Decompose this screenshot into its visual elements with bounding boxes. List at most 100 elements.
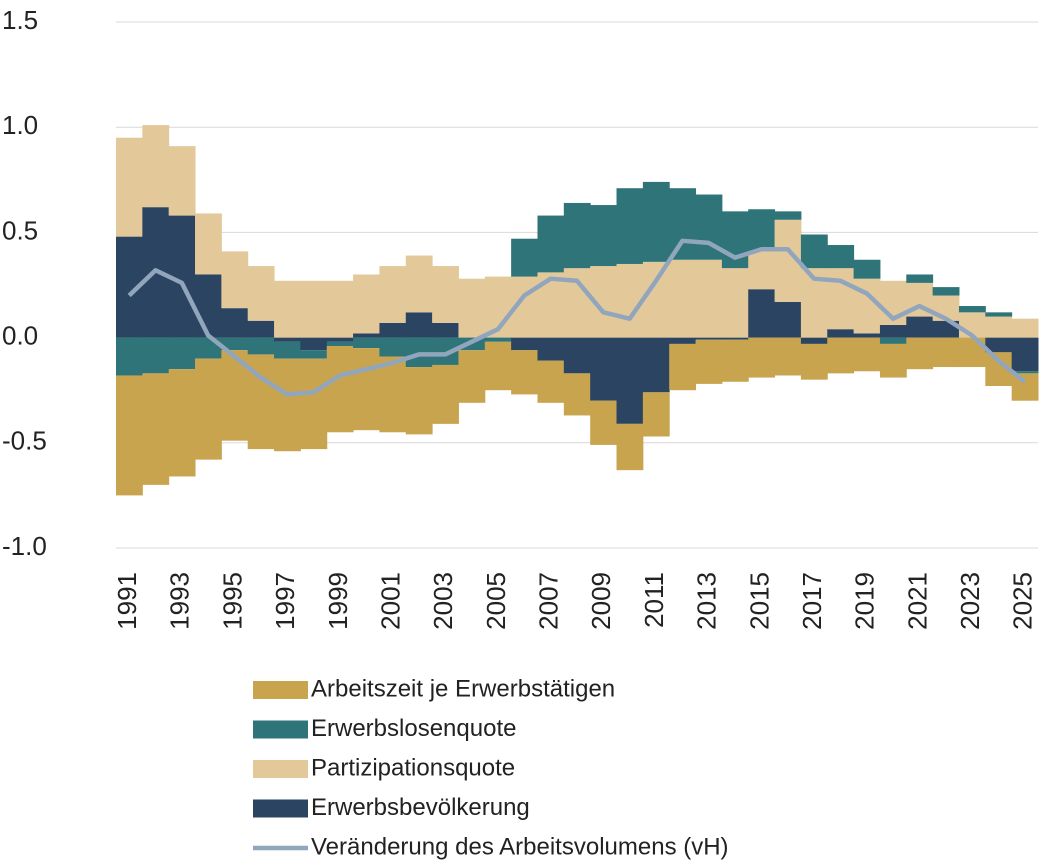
x-tick-label: 2005	[481, 572, 511, 630]
legend-label: Veränderung des Arbeitsvolumens (vH)	[311, 833, 729, 860]
bar-segment	[511, 238, 538, 277]
bar-segment	[932, 337, 960, 368]
bar-segment	[906, 274, 934, 283]
x-tick-label: 2003	[428, 572, 458, 630]
y-tick-label: 1.0	[2, 110, 38, 140]
y-tick-label: 0.0	[2, 320, 38, 350]
legend-label: Erwerbsbevölkerung	[311, 794, 530, 821]
bar-segment	[563, 373, 591, 416]
x-tick-label: 1993	[165, 572, 195, 630]
x-tick-label: 2023	[955, 572, 985, 630]
bar-segment	[853, 333, 881, 338]
bar-segment	[432, 322, 459, 338]
line	[127, 238, 1027, 397]
bar-segment	[326, 280, 354, 338]
bar-segment	[116, 137, 143, 237]
bar-segment	[1011, 337, 1039, 372]
legend-swatch	[253, 720, 308, 739]
bar-segment	[932, 287, 960, 296]
bar-segment	[827, 245, 855, 269]
bar-segment	[300, 358, 328, 450]
bar-segment	[669, 337, 697, 344]
bar-segment	[247, 266, 275, 321]
bar-segment	[221, 337, 249, 351]
bar-segment	[142, 373, 170, 485]
x-tick-label: 1995	[217, 572, 247, 630]
bar-segment	[695, 259, 723, 338]
bar-segment	[906, 316, 934, 338]
bar-segment	[669, 188, 697, 260]
bar-segment	[379, 266, 407, 323]
bar-segment	[484, 337, 512, 342]
bar-segment	[748, 251, 776, 290]
legend-label: Erwerbslosenquote	[311, 715, 516, 742]
bar-segment	[274, 341, 301, 359]
bar-segment	[1011, 371, 1039, 374]
bar-segment	[695, 339, 723, 384]
bar-segment	[353, 274, 380, 334]
bar-segment	[800, 343, 828, 380]
bar-segment	[774, 337, 802, 376]
bar-segment	[774, 301, 802, 338]
bar-segment	[511, 337, 538, 351]
bar-segment	[326, 346, 354, 433]
bar-segment	[379, 337, 407, 357]
bar-segment	[379, 356, 407, 433]
bar-segment	[458, 350, 486, 403]
bar-segment	[879, 337, 907, 344]
bar-segment	[274, 280, 301, 338]
bar-segment	[274, 358, 301, 452]
bar-segment	[590, 205, 618, 267]
x-tick-label: 1999	[323, 572, 353, 630]
bar-segment	[616, 263, 644, 338]
bar-segment	[537, 337, 565, 361]
legend-label: Arbeitszeit je Erwerbstätigen	[311, 675, 615, 702]
y-tick-label: 1.5	[2, 5, 38, 35]
bar-segment	[642, 261, 670, 338]
bar-segment	[642, 392, 670, 437]
bar-segment	[879, 324, 907, 338]
bar-segment	[985, 316, 1013, 338]
x-tick-label: 1997	[270, 572, 300, 630]
bar-segment	[195, 213, 222, 275]
bar-segment	[1011, 373, 1039, 401]
bar-segment	[879, 343, 907, 378]
bar-segment	[142, 125, 170, 208]
x-tick-label: 2009	[586, 572, 616, 630]
bar-segment	[985, 337, 1013, 353]
bar-segment	[326, 337, 354, 342]
bar-segment	[958, 306, 986, 313]
legend-swatch	[253, 760, 308, 778]
bar-segment	[274, 337, 301, 342]
x-tick-label: 2017	[797, 572, 827, 630]
bar-segment	[669, 343, 697, 391]
x-tick-label: 2007	[534, 572, 564, 630]
bar-segment	[247, 320, 275, 338]
bar-segment	[116, 375, 143, 496]
bar-segment	[827, 329, 855, 338]
bar-segment	[642, 181, 670, 262]
bar-segment	[247, 337, 275, 355]
bar-segment	[721, 339, 749, 382]
bar-segment	[748, 289, 776, 338]
bar-segment	[379, 322, 407, 338]
bar-segment	[484, 341, 512, 391]
bar-segment	[721, 268, 749, 338]
bar-segment	[616, 337, 644, 424]
bar-segment	[405, 312, 433, 338]
bar-segment	[669, 259, 697, 338]
x-tick-label: 1991	[112, 572, 142, 630]
bar-segment	[985, 312, 1013, 317]
bar-segment	[168, 146, 196, 216]
bar-segment	[853, 259, 881, 279]
bar-segment	[800, 337, 828, 344]
bar-segment	[221, 308, 249, 338]
y-tick-label: 0.5	[2, 215, 38, 245]
bar-segment	[642, 337, 670, 393]
bar-segment	[405, 255, 433, 313]
legend-label: Partizipationsquote	[311, 754, 515, 781]
bar-segment	[116, 337, 143, 376]
legend-swatch	[253, 681, 308, 699]
bar-segment	[590, 337, 618, 401]
